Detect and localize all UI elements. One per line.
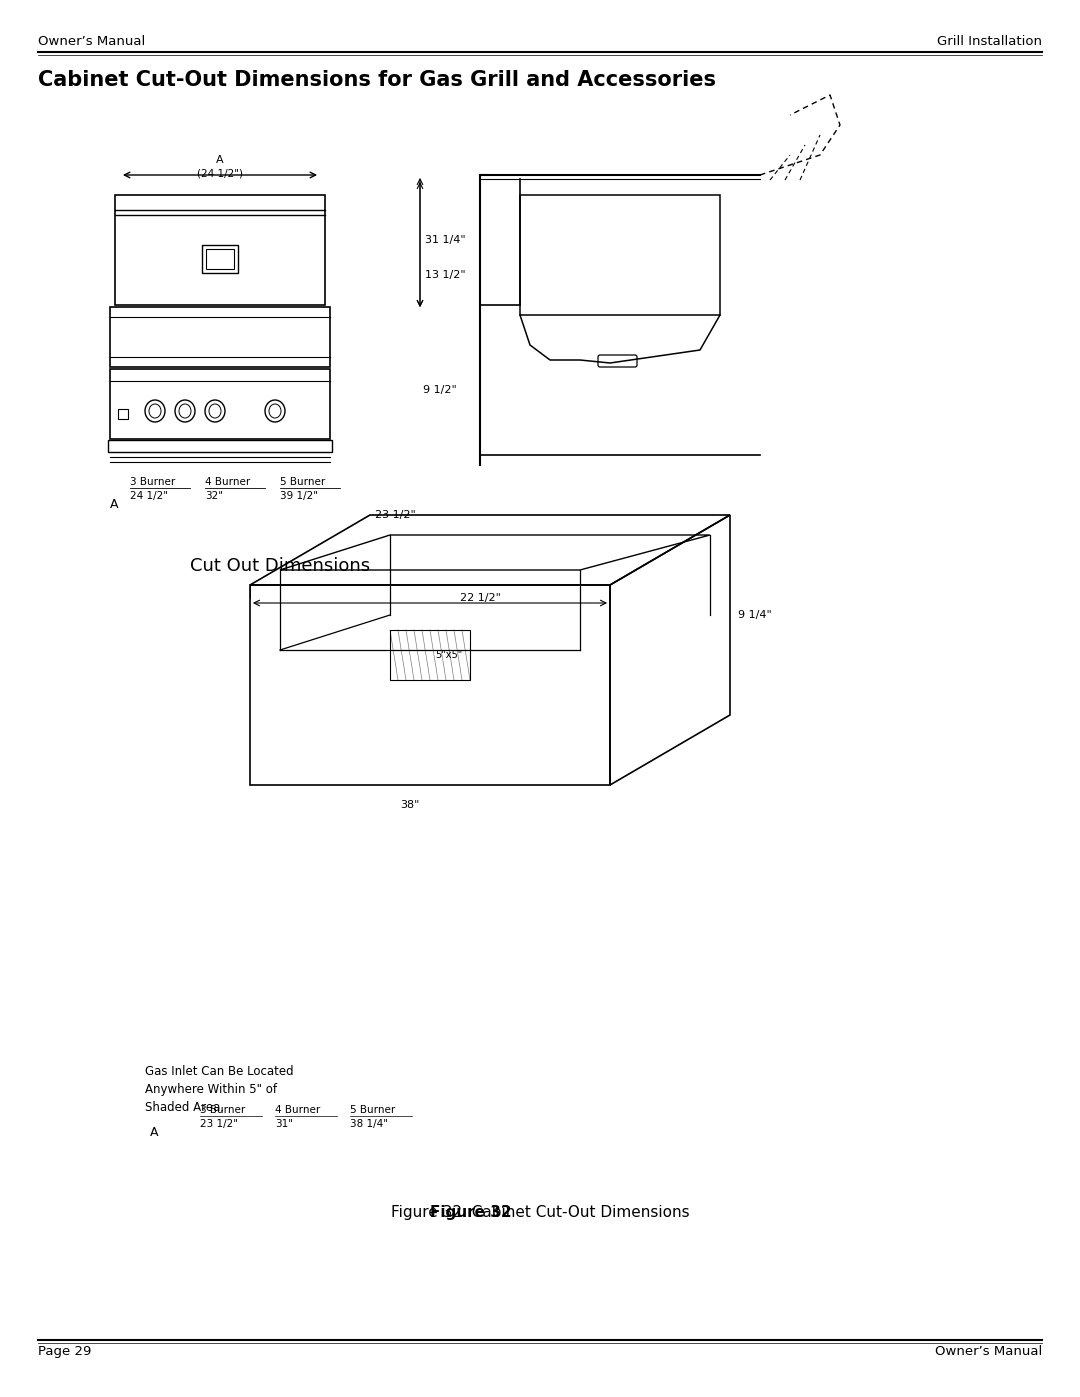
Bar xyxy=(202,244,238,272)
Text: Cabinet Cut-Out Dimensions for Gas Grill and Accessories: Cabinet Cut-Out Dimensions for Gas Grill… xyxy=(38,70,716,89)
Text: 5 Burner: 5 Burner xyxy=(280,476,325,488)
Text: Owner’s Manual: Owner’s Manual xyxy=(38,35,145,47)
Text: 22 1/2": 22 1/2" xyxy=(460,592,501,604)
Text: Owner’s Manual: Owner’s Manual xyxy=(935,1345,1042,1358)
Text: 5 Burner: 5 Burner xyxy=(350,1105,395,1115)
Text: A: A xyxy=(110,499,119,511)
Bar xyxy=(118,409,129,419)
Text: A: A xyxy=(216,155,224,165)
Text: 38": 38" xyxy=(401,800,420,810)
Text: (24 1/2"): (24 1/2") xyxy=(197,168,243,177)
Bar xyxy=(110,307,330,367)
Text: 9 1/4": 9 1/4" xyxy=(738,610,772,620)
Bar xyxy=(519,196,720,314)
Text: 39 1/2": 39 1/2" xyxy=(280,490,318,502)
Text: Figure 32. Cabinet Cut-Out Dimensions: Figure 32. Cabinet Cut-Out Dimensions xyxy=(391,1206,689,1220)
Text: 24 1/2": 24 1/2" xyxy=(130,490,168,502)
Text: 23 1/2": 23 1/2" xyxy=(375,510,416,520)
Bar xyxy=(110,369,330,439)
Text: 32": 32" xyxy=(205,490,222,502)
Bar xyxy=(114,196,325,305)
Text: 9 1/2": 9 1/2" xyxy=(423,386,457,395)
Bar xyxy=(206,249,234,270)
Text: Page 29: Page 29 xyxy=(38,1345,92,1358)
Text: Cut Out Dimensions: Cut Out Dimensions xyxy=(190,557,370,576)
Text: 3 Burner: 3 Burner xyxy=(130,476,175,488)
Text: 4 Burner: 4 Burner xyxy=(275,1105,321,1115)
Bar xyxy=(108,440,332,453)
Text: 4 Burner: 4 Burner xyxy=(205,476,251,488)
Text: 23 1/2": 23 1/2" xyxy=(200,1119,238,1129)
Text: 38 1/4": 38 1/4" xyxy=(350,1119,388,1129)
Text: 3 Burner: 3 Burner xyxy=(200,1105,245,1115)
Text: A: A xyxy=(150,1126,159,1140)
Text: 13 1/2": 13 1/2" xyxy=(426,270,465,279)
Text: Figure 32: Figure 32 xyxy=(430,1206,512,1220)
Text: Gas Inlet Can Be Located
Anywhere Within 5" of
Shaded Area.: Gas Inlet Can Be Located Anywhere Within… xyxy=(145,1065,294,1113)
Text: Grill Installation: Grill Installation xyxy=(937,35,1042,47)
Bar xyxy=(390,630,470,680)
Text: 31 1/4": 31 1/4" xyxy=(426,235,465,244)
Text: 5"x5": 5"x5" xyxy=(435,650,462,659)
Text: 31": 31" xyxy=(275,1119,293,1129)
